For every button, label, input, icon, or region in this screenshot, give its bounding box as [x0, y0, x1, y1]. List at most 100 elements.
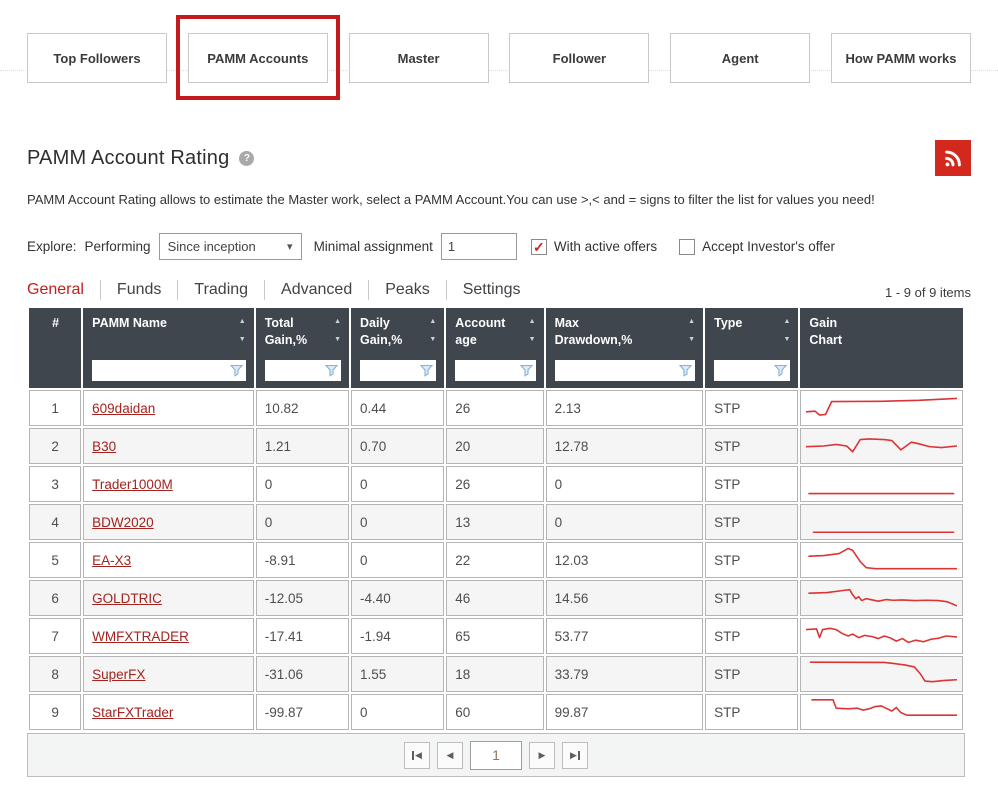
- sort-descending-icon[interactable]: ▼: [429, 336, 437, 343]
- gain-chart-cell: [800, 580, 963, 616]
- pamm-account-link[interactable]: EA-X3: [92, 552, 132, 568]
- pamm-account-link[interactable]: WMFXTRADER: [92, 628, 189, 644]
- row-number-cell: 1: [29, 390, 82, 426]
- gain-sparkline-chart: [806, 658, 957, 690]
- pamm-account-link[interactable]: StarFXTrader: [92, 704, 174, 720]
- row-number-cell: 7: [29, 618, 82, 654]
- filter-input-pamm-name[interactable]: [92, 360, 246, 381]
- nav-button-wrap: How PAMM works: [830, 33, 971, 83]
- page-number-input[interactable]: [470, 740, 522, 770]
- pamm-name-cell: SuperFX: [83, 656, 254, 692]
- max-drawdown-cell: 99.87: [545, 694, 704, 730]
- pamm-account-link[interactable]: SuperFX: [92, 666, 146, 682]
- table-row: 7 WMFXTRADER -17.41 -1.94 65 53.77 STP: [29, 618, 963, 654]
- nav-button-follower[interactable]: Follower: [509, 33, 650, 83]
- minimal-assignment-label: Minimal assignment: [313, 239, 433, 254]
- sort-ascending-icon[interactable]: ▲: [334, 318, 341, 325]
- tab-funds[interactable]: Funds: [101, 280, 179, 300]
- tab-general[interactable]: General: [27, 280, 101, 300]
- pagination-prev-button[interactable]: ◀: [437, 741, 463, 769]
- pamm-account-link[interactable]: BDW2020: [92, 514, 154, 530]
- max-drawdown-cell: 2.13: [545, 390, 704, 426]
- daily-gain-cell: 0: [351, 466, 445, 502]
- nav-button-agent[interactable]: Agent: [670, 33, 811, 83]
- filter-funnel-icon[interactable]: [774, 364, 788, 377]
- pamm-name-cell: StarFXTrader: [83, 694, 254, 730]
- row-number-cell: 5: [29, 542, 82, 578]
- sort-descending-icon[interactable]: ▼: [783, 336, 791, 343]
- minimal-assignment-input[interactable]: [440, 233, 517, 260]
- nav-button-how-pamm-works[interactable]: How PAMM works: [830, 33, 971, 83]
- sort-ascending-icon[interactable]: ▲: [688, 318, 696, 325]
- column-header-pamm-name[interactable]: PAMM Name ▲ ▼: [83, 308, 254, 388]
- filter-funnel-icon[interactable]: [519, 364, 533, 377]
- max-drawdown-cell: 33.79: [545, 656, 704, 692]
- sort-descending-icon[interactable]: ▼: [528, 336, 536, 343]
- max-drawdown-cell: 14.56: [545, 580, 704, 616]
- table-row: 5 EA-X3 -8.91 0 22 12.03 STP: [29, 542, 963, 578]
- pamm-account-link[interactable]: B30: [92, 438, 117, 454]
- daily-gain-cell: -4.40: [351, 580, 445, 616]
- gain-chart-cell: [800, 390, 963, 426]
- main-content: PAMM Account Rating ? PAMM Account Ratin…: [0, 140, 998, 777]
- filter-input-max-drawdown[interactable]: [554, 360, 696, 381]
- page-description: PAMM Account Rating allows to estimate t…: [27, 192, 875, 207]
- with-active-offers-label: With active offers: [553, 239, 658, 254]
- with-active-offers-checkbox[interactable]: ✓ With active offers: [530, 238, 658, 255]
- checkbox-box: ✓: [679, 238, 696, 255]
- column-header-max-drawdown[interactable]: Max Drawdown,% ▲ ▼: [545, 308, 704, 388]
- items-count: 1 - 9 of 9 items: [885, 285, 971, 300]
- period-select[interactable]: Since inception ▾: [158, 233, 302, 260]
- sort-ascending-icon[interactable]: ▲: [528, 318, 536, 325]
- daily-gain-cell: 0: [351, 694, 445, 730]
- column-header-gain-chart: Gain Chart: [800, 308, 963, 388]
- filter-input-type[interactable]: [714, 360, 791, 381]
- sort-ascending-icon[interactable]: ▲: [429, 318, 437, 325]
- pagination-first-button[interactable]: ◀: [404, 741, 430, 769]
- pamm-account-link[interactable]: Trader1000M: [92, 476, 173, 492]
- sort-descending-icon[interactable]: ▼: [334, 336, 341, 343]
- filter-input-daily-gain[interactable]: [360, 360, 437, 381]
- sort-ascending-icon[interactable]: ▲: [783, 318, 791, 325]
- column-header-account-age[interactable]: Account age ▲ ▼: [446, 308, 544, 388]
- column-header-type[interactable]: Type ▲ ▼: [705, 308, 799, 388]
- help-icon[interactable]: ?: [239, 150, 255, 166]
- type-cell: STP: [705, 694, 799, 730]
- pamm-account-link[interactable]: 609daidan: [92, 400, 156, 416]
- tab-advanced[interactable]: Advanced: [265, 280, 370, 300]
- column-header-daily-gain[interactable]: Daily Gain,% ▲ ▼: [351, 308, 445, 388]
- pamm-account-link[interactable]: GOLDTRIC: [92, 590, 162, 606]
- nav-button-top-followers[interactable]: Top Followers: [27, 33, 167, 83]
- rss-icon[interactable]: [935, 140, 971, 176]
- filter-input-account-age[interactable]: [455, 360, 536, 381]
- pagination-last-button[interactable]: ▶: [562, 741, 588, 769]
- column-label: PAMM Name: [92, 316, 167, 330]
- accept-investors-offer-checkbox[interactable]: ✓ Accept Investor's offer: [679, 238, 835, 255]
- filter-input-total-gain[interactable]: [264, 360, 341, 381]
- daily-gain-cell: 0: [351, 504, 445, 540]
- sort-ascending-icon[interactable]: ▲: [238, 318, 246, 325]
- filter-funnel-icon[interactable]: [679, 364, 693, 377]
- last-page-icon: [577, 750, 580, 760]
- filter-funnel-icon[interactable]: [325, 364, 338, 377]
- rating-table: # PAMM Name ▲ ▼ Total Gain,% ▲ ▼ Daily Gain,% ▲ ▼ Ac…: [27, 306, 965, 732]
- gain-chart-cell: [800, 656, 963, 692]
- total-gain-cell: 1.21: [255, 428, 349, 464]
- column-label: Daily Gain,%: [360, 316, 403, 347]
- sort-descending-icon[interactable]: ▼: [688, 336, 696, 343]
- nav-button-pamm-accounts[interactable]: PAMM Accounts: [187, 33, 328, 83]
- tab-settings[interactable]: Settings: [462, 281, 521, 298]
- pagination-next-button[interactable]: ▶: [529, 741, 555, 769]
- filter-funnel-icon[interactable]: [420, 364, 434, 377]
- sort-descending-icon[interactable]: ▼: [238, 336, 246, 343]
- gain-chart-cell: [800, 466, 963, 502]
- account-age-cell: 20: [446, 428, 544, 464]
- tab-trading[interactable]: Trading: [178, 280, 266, 300]
- pamm-name-cell: EA-X3: [83, 542, 254, 578]
- tab-peaks[interactable]: Peaks: [369, 280, 447, 300]
- total-gain-cell: -17.41: [255, 618, 349, 654]
- nav-button-master[interactable]: Master: [348, 33, 489, 83]
- filter-funnel-icon[interactable]: [229, 364, 243, 377]
- row-number-cell: 3: [29, 466, 82, 502]
- column-header-total-gain[interactable]: Total Gain,% ▲ ▼: [255, 308, 349, 388]
